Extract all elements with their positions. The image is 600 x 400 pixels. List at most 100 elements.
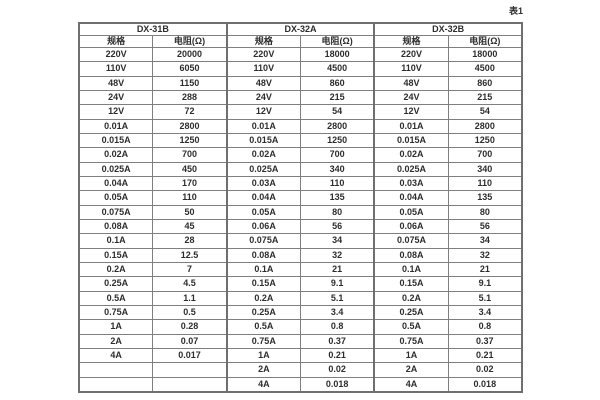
spec-cell: 0.03A xyxy=(373,175,449,192)
spec-cell: 0.02A xyxy=(78,147,154,163)
table-row: 0.1A 28 0.075A 34 0.075A 34 xyxy=(78,233,523,249)
resistance-cell: 21 xyxy=(299,261,375,278)
spec-cell: 0.5A xyxy=(373,319,449,335)
resistance-cell: 110 xyxy=(447,175,523,192)
spec-cell: 24V xyxy=(373,89,449,106)
resistance-cell: 110 xyxy=(152,190,228,206)
table-row: 2A 0.07 0.75A 0.37 0.75A 0.37 xyxy=(78,333,523,349)
table-row: 0.08A 45 0.06A 56 0.06A 56 xyxy=(78,218,523,235)
spec-cell: 0.08A xyxy=(78,218,154,235)
spec-cell: 0.1A xyxy=(225,261,301,278)
spec-cell: 12V xyxy=(78,104,154,120)
resistance-cell xyxy=(152,376,228,393)
resistance-cell: 2800 xyxy=(447,118,523,134)
resistance-cell: 340 xyxy=(447,161,523,177)
resistance-cell: 32 xyxy=(447,247,523,263)
spec-cell: 0.08A xyxy=(225,247,301,263)
column-header-spec: 规格 xyxy=(373,35,449,48)
resistance-cell: 9.1 xyxy=(447,276,523,292)
spec-cell: 2A xyxy=(78,333,154,349)
spec-cell: 0.015A xyxy=(373,132,449,149)
resistance-cell: 18000 xyxy=(299,46,375,63)
resistance-cell: 20000 xyxy=(152,46,228,63)
spec-cell: 1A xyxy=(225,347,301,364)
spec-cell: 0.06A xyxy=(225,218,301,235)
spec-cell: 0.025A xyxy=(373,161,449,177)
table-row: 1A 0.28 0.5A 0.8 0.5A 0.8 xyxy=(78,319,523,335)
resistance-cell: 450 xyxy=(152,161,228,177)
resistance-cell: 6050 xyxy=(152,61,228,77)
resistance-cell: 0.018 xyxy=(299,376,375,393)
spec-cell: 0.1A xyxy=(78,233,154,249)
resistance-cell: 32 xyxy=(299,247,375,263)
resistance-cell: 0.02 xyxy=(447,362,523,378)
spec-cell: 0.25A xyxy=(225,304,301,321)
spec-cell: 110V xyxy=(373,61,449,77)
resistance-spec-table: DX-31B DX-32A DX-32B 规格 电阻(Ω) 规格 电阻(Ω) 规… xyxy=(78,22,523,393)
spec-cell: 0.2A xyxy=(225,290,301,306)
spec-cell: 4A xyxy=(373,376,449,393)
column-header-resistance: 电阻(Ω) xyxy=(299,35,375,48)
spec-cell: 0.2A xyxy=(78,261,154,278)
spec-cell: 0.015A xyxy=(78,132,154,149)
spec-cell: 48V xyxy=(78,75,154,91)
resistance-cell: 4.5 xyxy=(152,276,228,292)
spec-cell: 220V xyxy=(373,46,449,63)
table-row: 0.015A 1250 0.015A 1250 0.015A 1250 xyxy=(78,132,523,149)
table-row: 0.02A 700 0.02A 700 0.02A 700 xyxy=(78,147,523,163)
resistance-cell: 1250 xyxy=(299,132,375,149)
resistance-cell: 4500 xyxy=(299,61,375,77)
spec-cell: 0.15A xyxy=(78,247,154,263)
spec-cell: 24V xyxy=(225,89,301,106)
spec-cell: 0.05A xyxy=(78,190,154,206)
spec-cell: 0.05A xyxy=(373,204,449,220)
spec-cell: 0.08A xyxy=(373,247,449,263)
spec-cell: 0.02A xyxy=(225,147,301,163)
spec-cell: 0.025A xyxy=(78,161,154,177)
spec-cell: 110V xyxy=(78,61,154,77)
spec-cell: 0.075A xyxy=(373,233,449,249)
spec-cell: 0.025A xyxy=(225,161,301,177)
resistance-cell: 340 xyxy=(299,161,375,177)
resistance-cell: 215 xyxy=(447,89,523,106)
spec-cell: 0.2A xyxy=(373,290,449,306)
spec-cell: 2A xyxy=(225,362,301,378)
spec-cell: 0.15A xyxy=(225,276,301,292)
resistance-cell: 0.8 xyxy=(447,319,523,335)
table-row: 0.2A 7 0.1A 21 0.1A 21 xyxy=(78,261,523,278)
table-row: 0.25A 4.5 0.15A 9.1 0.15A 9.1 xyxy=(78,276,523,292)
group-header-row: DX-31B DX-32A DX-32B xyxy=(78,22,523,36)
table-row: 220V 20000 220V 18000 220V 18000 xyxy=(78,46,523,63)
resistance-cell: 80 xyxy=(299,204,375,220)
resistance-cell: 0.21 xyxy=(447,347,523,364)
table-row: 0.01A 2800 0.01A 2800 0.01A 2800 xyxy=(78,118,523,134)
spec-cell: 48V xyxy=(225,75,301,91)
column-header-resistance: 电阻(Ω) xyxy=(152,35,228,48)
spec-cell: 12V xyxy=(373,104,449,120)
resistance-cell: 34 xyxy=(447,233,523,249)
spec-cell: 0.1A xyxy=(373,261,449,278)
resistance-cell: 0.21 xyxy=(299,347,375,364)
resistance-cell: 56 xyxy=(299,218,375,235)
resistance-cell: 215 xyxy=(299,89,375,106)
spec-cell: 0.75A xyxy=(373,333,449,349)
resistance-cell: 135 xyxy=(299,190,375,206)
column-header-resistance: 电阻(Ω) xyxy=(447,35,523,48)
spec-cell: 0.06A xyxy=(373,218,449,235)
spec-cell: 2A xyxy=(373,362,449,378)
spec-cell: 0.75A xyxy=(78,304,154,321)
resistance-cell: 45 xyxy=(152,218,228,235)
group-header-dx31b: DX-31B xyxy=(78,22,228,36)
group-header-dx32b: DX-32B xyxy=(373,22,523,36)
resistance-cell: 1250 xyxy=(447,132,523,149)
spec-cell: 0.04A xyxy=(78,175,154,192)
resistance-cell: 135 xyxy=(447,190,523,206)
resistance-cell: 1.1 xyxy=(152,290,228,306)
spec-cell: 48V xyxy=(373,75,449,91)
resistance-cell: 5.1 xyxy=(447,290,523,306)
resistance-cell: 0.5 xyxy=(152,304,228,321)
resistance-cell: 0.8 xyxy=(299,319,375,335)
resistance-cell: 0.37 xyxy=(299,333,375,349)
spec-cell: 220V xyxy=(225,46,301,63)
